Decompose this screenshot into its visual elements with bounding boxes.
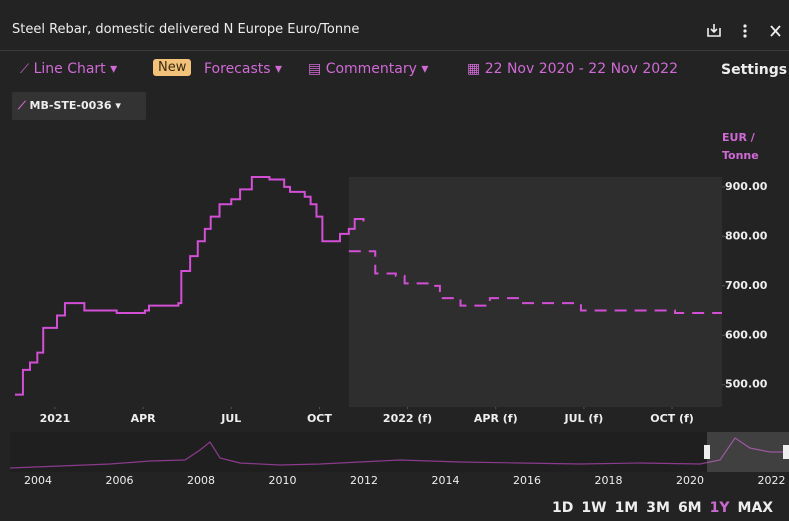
commentary-menu[interactable]: ▤ Commentary ▾ — [308, 61, 429, 77]
y-tick-label: 800.00 — [725, 229, 768, 242]
range-button[interactable]: 6M — [677, 500, 702, 516]
y-unit: EUR / Tonne — [722, 129, 759, 165]
commentary-label: Commentary — [325, 61, 417, 77]
y-tick-label: 500.00 — [725, 378, 768, 391]
forecasts-menu[interactable]: Forecasts ▾ — [204, 61, 283, 77]
series-chip[interactable]: ⟋ MB-STE-0036 ▾ — [12, 92, 146, 120]
new-badge: New — [153, 59, 192, 76]
window-icons[interactable] — [705, 22, 785, 42]
navigator-label: 2022 — [758, 474, 786, 487]
range-button[interactable]: 3M — [646, 500, 670, 516]
x-tick-label: APR — [131, 412, 157, 425]
navigator-label: 2020 — [676, 474, 704, 487]
settings[interactable]: Settings — [721, 62, 788, 78]
x-tick-label: APR (f) — [474, 412, 518, 425]
navigator-label: 2006 — [106, 474, 134, 487]
x-tick-label: OCT (f) — [650, 412, 694, 425]
range-button[interactable]: 1Y — [709, 500, 730, 516]
forecast-region — [348, 177, 722, 407]
navigator-label: 2016 — [513, 474, 541, 487]
range-buttons: 1D 1W 1M 3M 6M 1Y MAX — [552, 500, 773, 516]
y-tick-label: 700.00 — [725, 279, 768, 292]
chart: 500.00 600.00 700.00 800.00 900.00 2021 APR JUL… — [15, 175, 768, 425]
navigator-label: 2012 — [350, 474, 378, 487]
forecast-line — [348, 250, 722, 315]
x-tick-label: JUL — [220, 412, 241, 425]
x-tick-label: OCT — [307, 412, 332, 425]
navigator-axis: 2004 2006 2008 2010 2012 2014 2016 2018 2020 2022 — [24, 474, 786, 487]
range-button[interactable]: 1W — [581, 500, 607, 516]
forecasts-label: Forecasts — [204, 61, 271, 77]
range-button[interactable]: 1M — [614, 500, 639, 516]
range-button[interactable]: MAX — [737, 500, 774, 516]
y-tick-label: 600.00 — [725, 328, 768, 341]
navigator-label: 2008 — [187, 474, 215, 487]
x-tick-label: 2021 — [40, 412, 71, 425]
navigator-label: 2014 — [432, 474, 460, 487]
date-range[interactable]: ▦ 22 Nov 2020 - 22 Nov 2022 — [467, 61, 678, 77]
window-title: Steel Rebar, domestic delivered N Europe… — [12, 22, 360, 37]
range-button[interactable]: 1D — [552, 500, 574, 516]
y-unit-line: EUR / — [722, 131, 755, 144]
series-name: MB-STE-0036 — [29, 99, 112, 112]
navigator[interactable] — [0, 430, 789, 475]
x-tick-label: JUL (f) — [564, 412, 604, 425]
divider — [0, 50, 789, 51]
x-tick-label: 2022 (f) — [383, 412, 432, 425]
navigator-label: 2004 — [24, 474, 52, 487]
date-range-label: 22 Nov 2020 - 22 Nov 2022 — [484, 61, 678, 77]
chart-type-label: Line Chart — [33, 61, 106, 77]
chart-type-menu[interactable]: ⟋ Line Chart ▾ — [20, 61, 118, 77]
navigator-label: 2010 — [269, 474, 297, 487]
price-line — [15, 175, 365, 396]
navigator-label: 2018 — [595, 474, 623, 487]
y-unit-line: Tonne — [722, 149, 759, 162]
y-tick-label: 900.00 — [725, 180, 768, 193]
